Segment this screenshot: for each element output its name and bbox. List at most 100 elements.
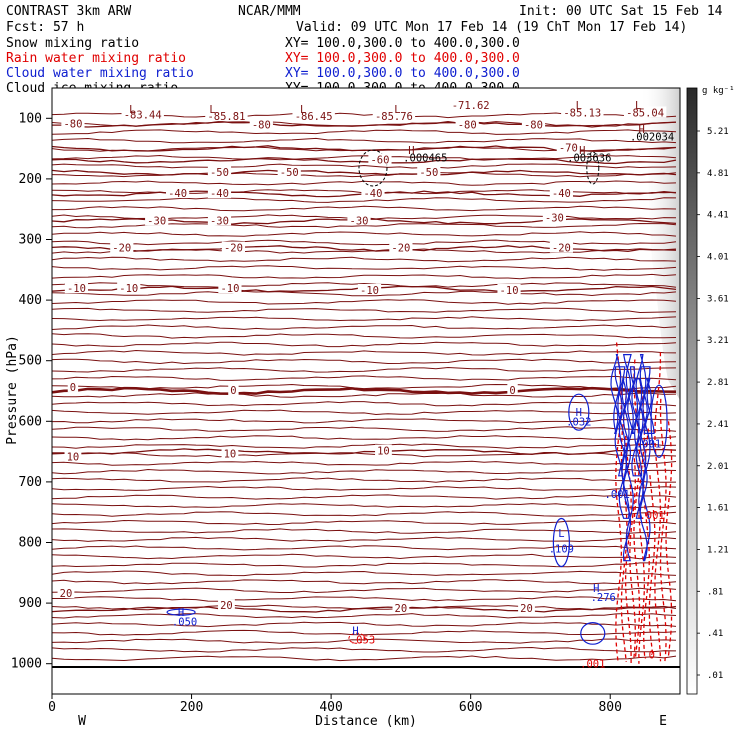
extremum-value: .109 (549, 544, 574, 556)
y-tick-label: 900 (19, 596, 42, 611)
colorbar-label: 3.61 (707, 294, 729, 304)
extremum-marker: H (576, 407, 582, 419)
extremum-marker: H (408, 145, 414, 157)
label-backing (277, 165, 301, 177)
label-backing (166, 187, 190, 199)
x-axis-title: Distance (km) (315, 714, 417, 729)
y-tick-label: 800 (19, 536, 42, 551)
label-backing (623, 106, 667, 118)
y-axis: 100 200 300 400 500 600 700 800 900 1000 (11, 111, 52, 672)
colorbar-label: 2.41 (707, 420, 729, 430)
rain-contour (638, 381, 646, 664)
colorbar-label: 5.21 (707, 127, 729, 137)
rain-contour (659, 398, 667, 663)
extremum-value: .000465 (403, 153, 447, 165)
isotherm-line (52, 324, 677, 330)
isotherm-20 (52, 605, 677, 613)
temperature-label: 0 (230, 385, 236, 397)
x-tick-label: 400 (319, 700, 342, 715)
temperature-label: -80 (524, 120, 543, 132)
temperature-label: -85.04 (626, 107, 664, 119)
y-tick-label: 300 (19, 233, 42, 248)
isotherm-line (52, 494, 677, 500)
x-end-west: W (78, 714, 86, 729)
temperature-label: -80 (252, 120, 271, 132)
temperature-label: 20 (520, 603, 533, 615)
chart-header: CONTRAST 3km ARW Fcst: 57 h NCAR/MMM Ini… (6, 4, 723, 35)
temperature-label: -50 (280, 167, 299, 179)
isotherm-line (52, 655, 677, 662)
isotherm-10 (52, 448, 677, 456)
colorbar-label: 4.01 (707, 253, 729, 263)
legend-xy: XY= 100.0,300.0 to 400.0,300.0 (285, 66, 520, 81)
isotherm-line (52, 171, 677, 178)
isotherm-line (52, 536, 677, 543)
isotherm-line (52, 383, 677, 390)
extremum-marker: L (635, 100, 641, 112)
label-backing (497, 284, 521, 296)
colorbar-label: 3.21 (707, 336, 729, 346)
cloud-contour (166, 608, 196, 616)
temperature-label: -80 (458, 120, 477, 132)
label-backing (561, 106, 604, 118)
isotherm-line (52, 485, 677, 491)
isotherm-line (52, 477, 677, 483)
extremum-value: .276 (591, 592, 616, 604)
temperature-label: -20 (391, 243, 410, 255)
isotherm-line (52, 265, 677, 271)
label-backing (392, 602, 410, 614)
extremum-value: .0 (642, 650, 655, 662)
rain-contour (648, 475, 656, 658)
isotherm-line (52, 349, 677, 356)
colorbar-unit: g kg⁻¹ (702, 86, 735, 96)
cloud-contour (643, 378, 655, 434)
temperature-label: -10 (67, 283, 86, 295)
label-backing (249, 118, 273, 130)
temperature-label: -85.76 (375, 111, 413, 123)
isotherm-line (52, 154, 677, 161)
label-backing (542, 211, 566, 223)
isotherm-0 (52, 386, 677, 396)
label-backing (57, 587, 75, 599)
cloud-contour (618, 378, 630, 519)
extremum-value: .002034 (630, 131, 674, 143)
label-backing (110, 241, 134, 253)
x-axis: 0 200 400 600 800 (48, 694, 622, 715)
temperature-label: -20 (112, 243, 131, 255)
label-backing (205, 110, 248, 122)
temperature-label: -80 (63, 118, 82, 130)
isotherm-line (52, 273, 677, 280)
valid-time: Valid: 09 UTC Mon 17 Feb 14 (19 ChT Mon … (296, 20, 687, 35)
isotherm-line (52, 282, 677, 288)
y-tick-label: 700 (19, 475, 42, 490)
temperature-label: -70 (559, 143, 578, 155)
isotherm-line (52, 366, 677, 373)
extremum-marker: H (638, 124, 644, 136)
legend-xy: XY= 100.0,300.0 to 400.0,300.0 (285, 36, 520, 51)
cloud-contour (580, 622, 606, 645)
label-backing (67, 380, 79, 392)
label-backing (372, 110, 416, 122)
isotherm-line (52, 511, 677, 517)
isotherm-line (52, 468, 677, 475)
isotherm-line (52, 307, 677, 314)
isotherm-line (52, 460, 677, 466)
isotherm-line (52, 418, 677, 424)
temperature-label: 10 (377, 446, 390, 458)
snow-contour (358, 149, 388, 187)
y-tick-label: 200 (19, 172, 42, 187)
snow-contour (586, 151, 600, 185)
isotherm--80 (52, 120, 677, 128)
colorbar-label: 1.61 (707, 504, 729, 514)
isotherm-line (52, 579, 677, 585)
isotherm-line (52, 612, 677, 619)
temperature-label: -30 (545, 212, 564, 224)
temperature-label: -86.45 (295, 111, 333, 123)
temperature-label: -30 (210, 215, 229, 227)
temperature-label: -10 (360, 285, 379, 297)
label-backing (549, 241, 573, 253)
cloud-contour (635, 354, 647, 519)
isotherm-line (52, 426, 677, 432)
isotherm-line (52, 587, 677, 594)
